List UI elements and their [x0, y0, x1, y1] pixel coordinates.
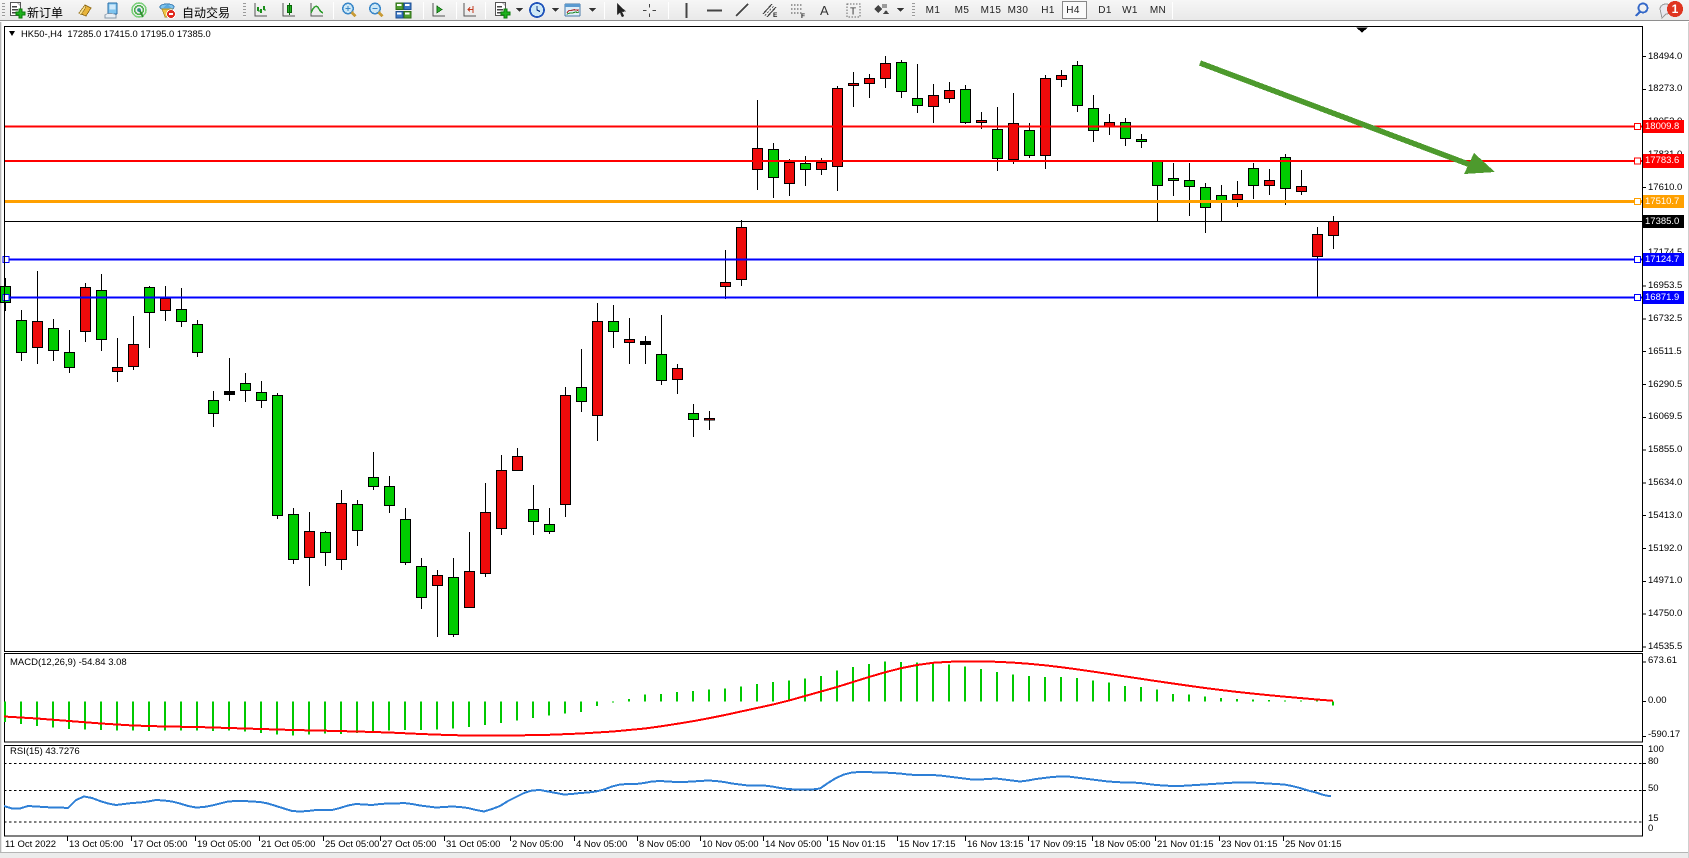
svg-text:T: T [850, 7, 856, 18]
svg-text:F: F [801, 13, 805, 19]
svg-text:E: E [773, 12, 778, 19]
svg-text:1: 1 [1672, 2, 1679, 16]
